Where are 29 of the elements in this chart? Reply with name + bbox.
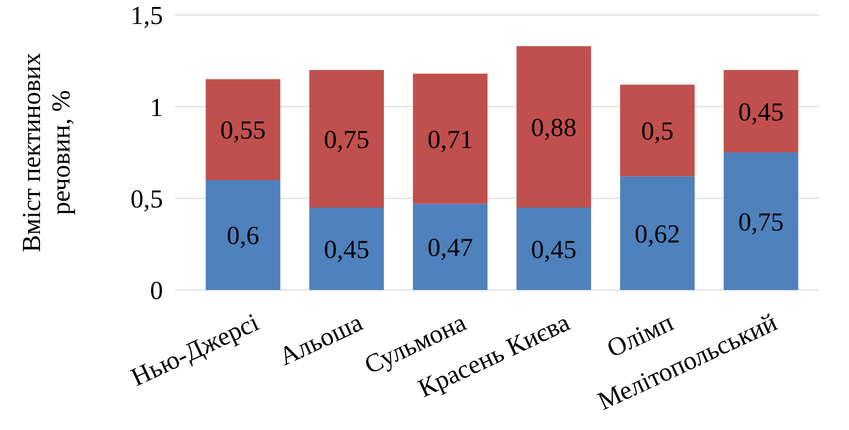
y-tick-label: 1	[150, 92, 163, 122]
bar	[724, 70, 798, 152]
bar	[516, 208, 592, 290]
bar	[206, 79, 280, 180]
data-label: 0,75	[324, 124, 370, 154]
data-label: 0,75	[738, 207, 784, 236]
data-label: 0,6	[226, 221, 260, 250]
bar	[206, 180, 280, 290]
bar	[620, 176, 695, 290]
bar	[309, 70, 384, 208]
bar	[412, 74, 488, 204]
bar	[412, 204, 488, 290]
data-label: 0,71	[427, 124, 473, 154]
bar	[620, 84, 695, 176]
y-tick-label: 1,5	[130, 1, 163, 30]
data-label: 0,5	[641, 116, 674, 146]
data-label: 0,47	[427, 233, 473, 262]
bar	[309, 208, 384, 290]
data-label: 0,62	[634, 219, 680, 248]
y-tick-label: 0,5	[130, 184, 163, 214]
y-tick-label: 0	[150, 276, 163, 306]
data-label: 0,55	[220, 116, 266, 145]
bar	[516, 46, 592, 208]
y-axis-title: Вміст пектинових речовин, %	[16, 52, 76, 252]
data-label: 0,88	[531, 112, 577, 142]
bar	[724, 152, 798, 290]
data-label: 0,45	[738, 97, 784, 126]
data-label: 0,45	[531, 234, 577, 264]
data-label: 0,45	[324, 234, 370, 264]
